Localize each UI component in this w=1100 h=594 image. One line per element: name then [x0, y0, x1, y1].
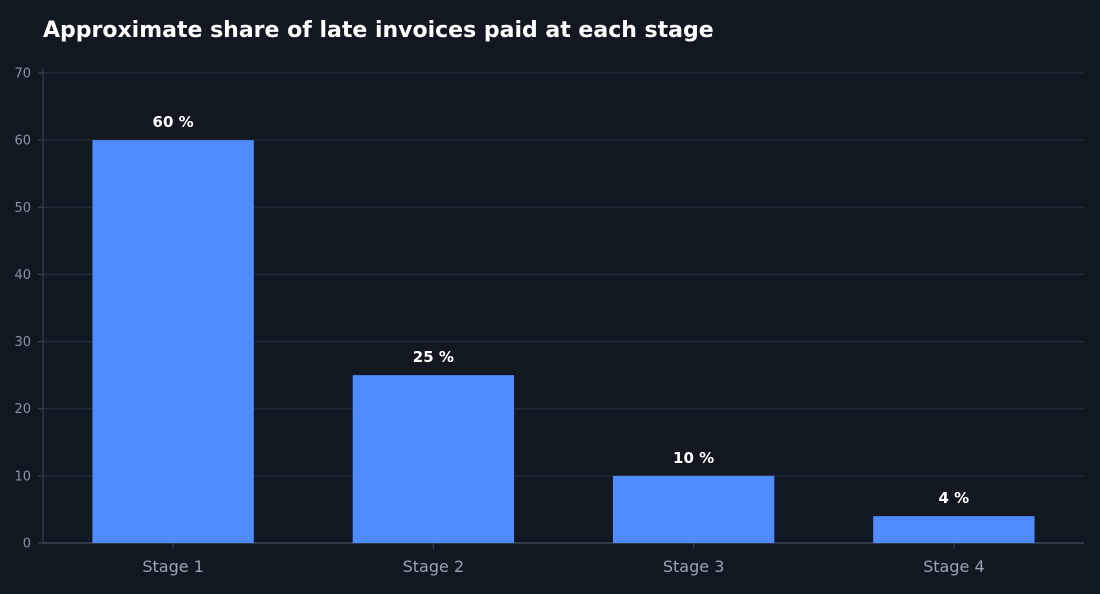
y-tick-label: 20 [14, 402, 31, 417]
data-label: 4 % [939, 489, 970, 507]
y-tick-label: 0 [23, 537, 31, 552]
y-tick-label: 10 [14, 469, 31, 484]
y-tick-label: 40 [14, 268, 31, 283]
y-tick-label: 70 [14, 67, 31, 82]
x-tick-label: Stage 3 [663, 557, 725, 576]
x-tick-label: Stage 1 [142, 557, 204, 576]
data-label: 10 % [673, 449, 714, 467]
y-tick-label: 50 [14, 201, 31, 216]
data-label: 60 % [153, 113, 194, 131]
y-tick-label: 30 [14, 335, 31, 350]
labels: 0 10 20 30 40 50 60 70 Stage 1 60 % Stage 2 25 % Sta… [14, 67, 984, 577]
y-tick-label: 60 [14, 134, 31, 149]
bar-stage-3 [612, 475, 775, 543]
bar-stage-2 [352, 375, 515, 543]
bar-stage-1 [92, 140, 254, 543]
bars [92, 140, 1035, 543]
bar-stage-4 [873, 516, 1035, 543]
chart-title: Approximate share of late invoices paid … [43, 18, 714, 43]
x-tick-label: Stage 4 [923, 557, 985, 576]
data-label: 25 % [413, 348, 454, 366]
x-tick-label: Stage 2 [403, 557, 465, 576]
